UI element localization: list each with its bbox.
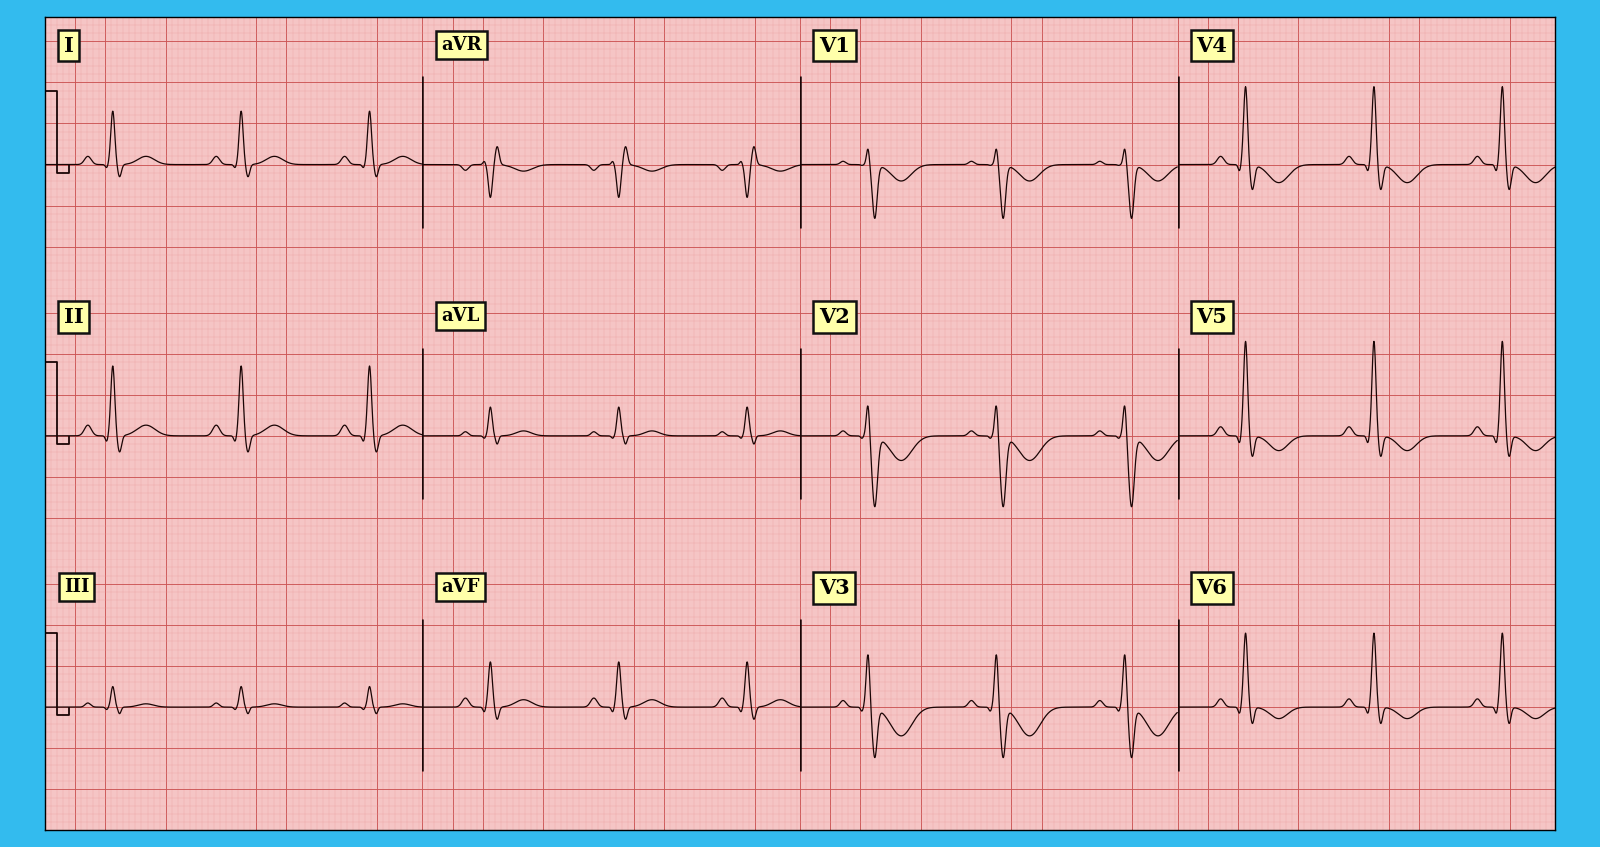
Text: V4: V4: [1197, 36, 1227, 56]
Text: V1: V1: [819, 36, 850, 56]
Text: I: I: [64, 36, 74, 56]
Text: III: III: [64, 579, 90, 596]
Text: aVR: aVR: [442, 36, 482, 53]
Text: II: II: [64, 307, 83, 327]
Text: aVF: aVF: [442, 579, 480, 596]
Text: V6: V6: [1197, 579, 1227, 598]
Text: aVL: aVL: [442, 307, 480, 325]
Text: V3: V3: [819, 579, 850, 598]
Text: V2: V2: [819, 307, 850, 327]
Text: V5: V5: [1197, 307, 1227, 327]
